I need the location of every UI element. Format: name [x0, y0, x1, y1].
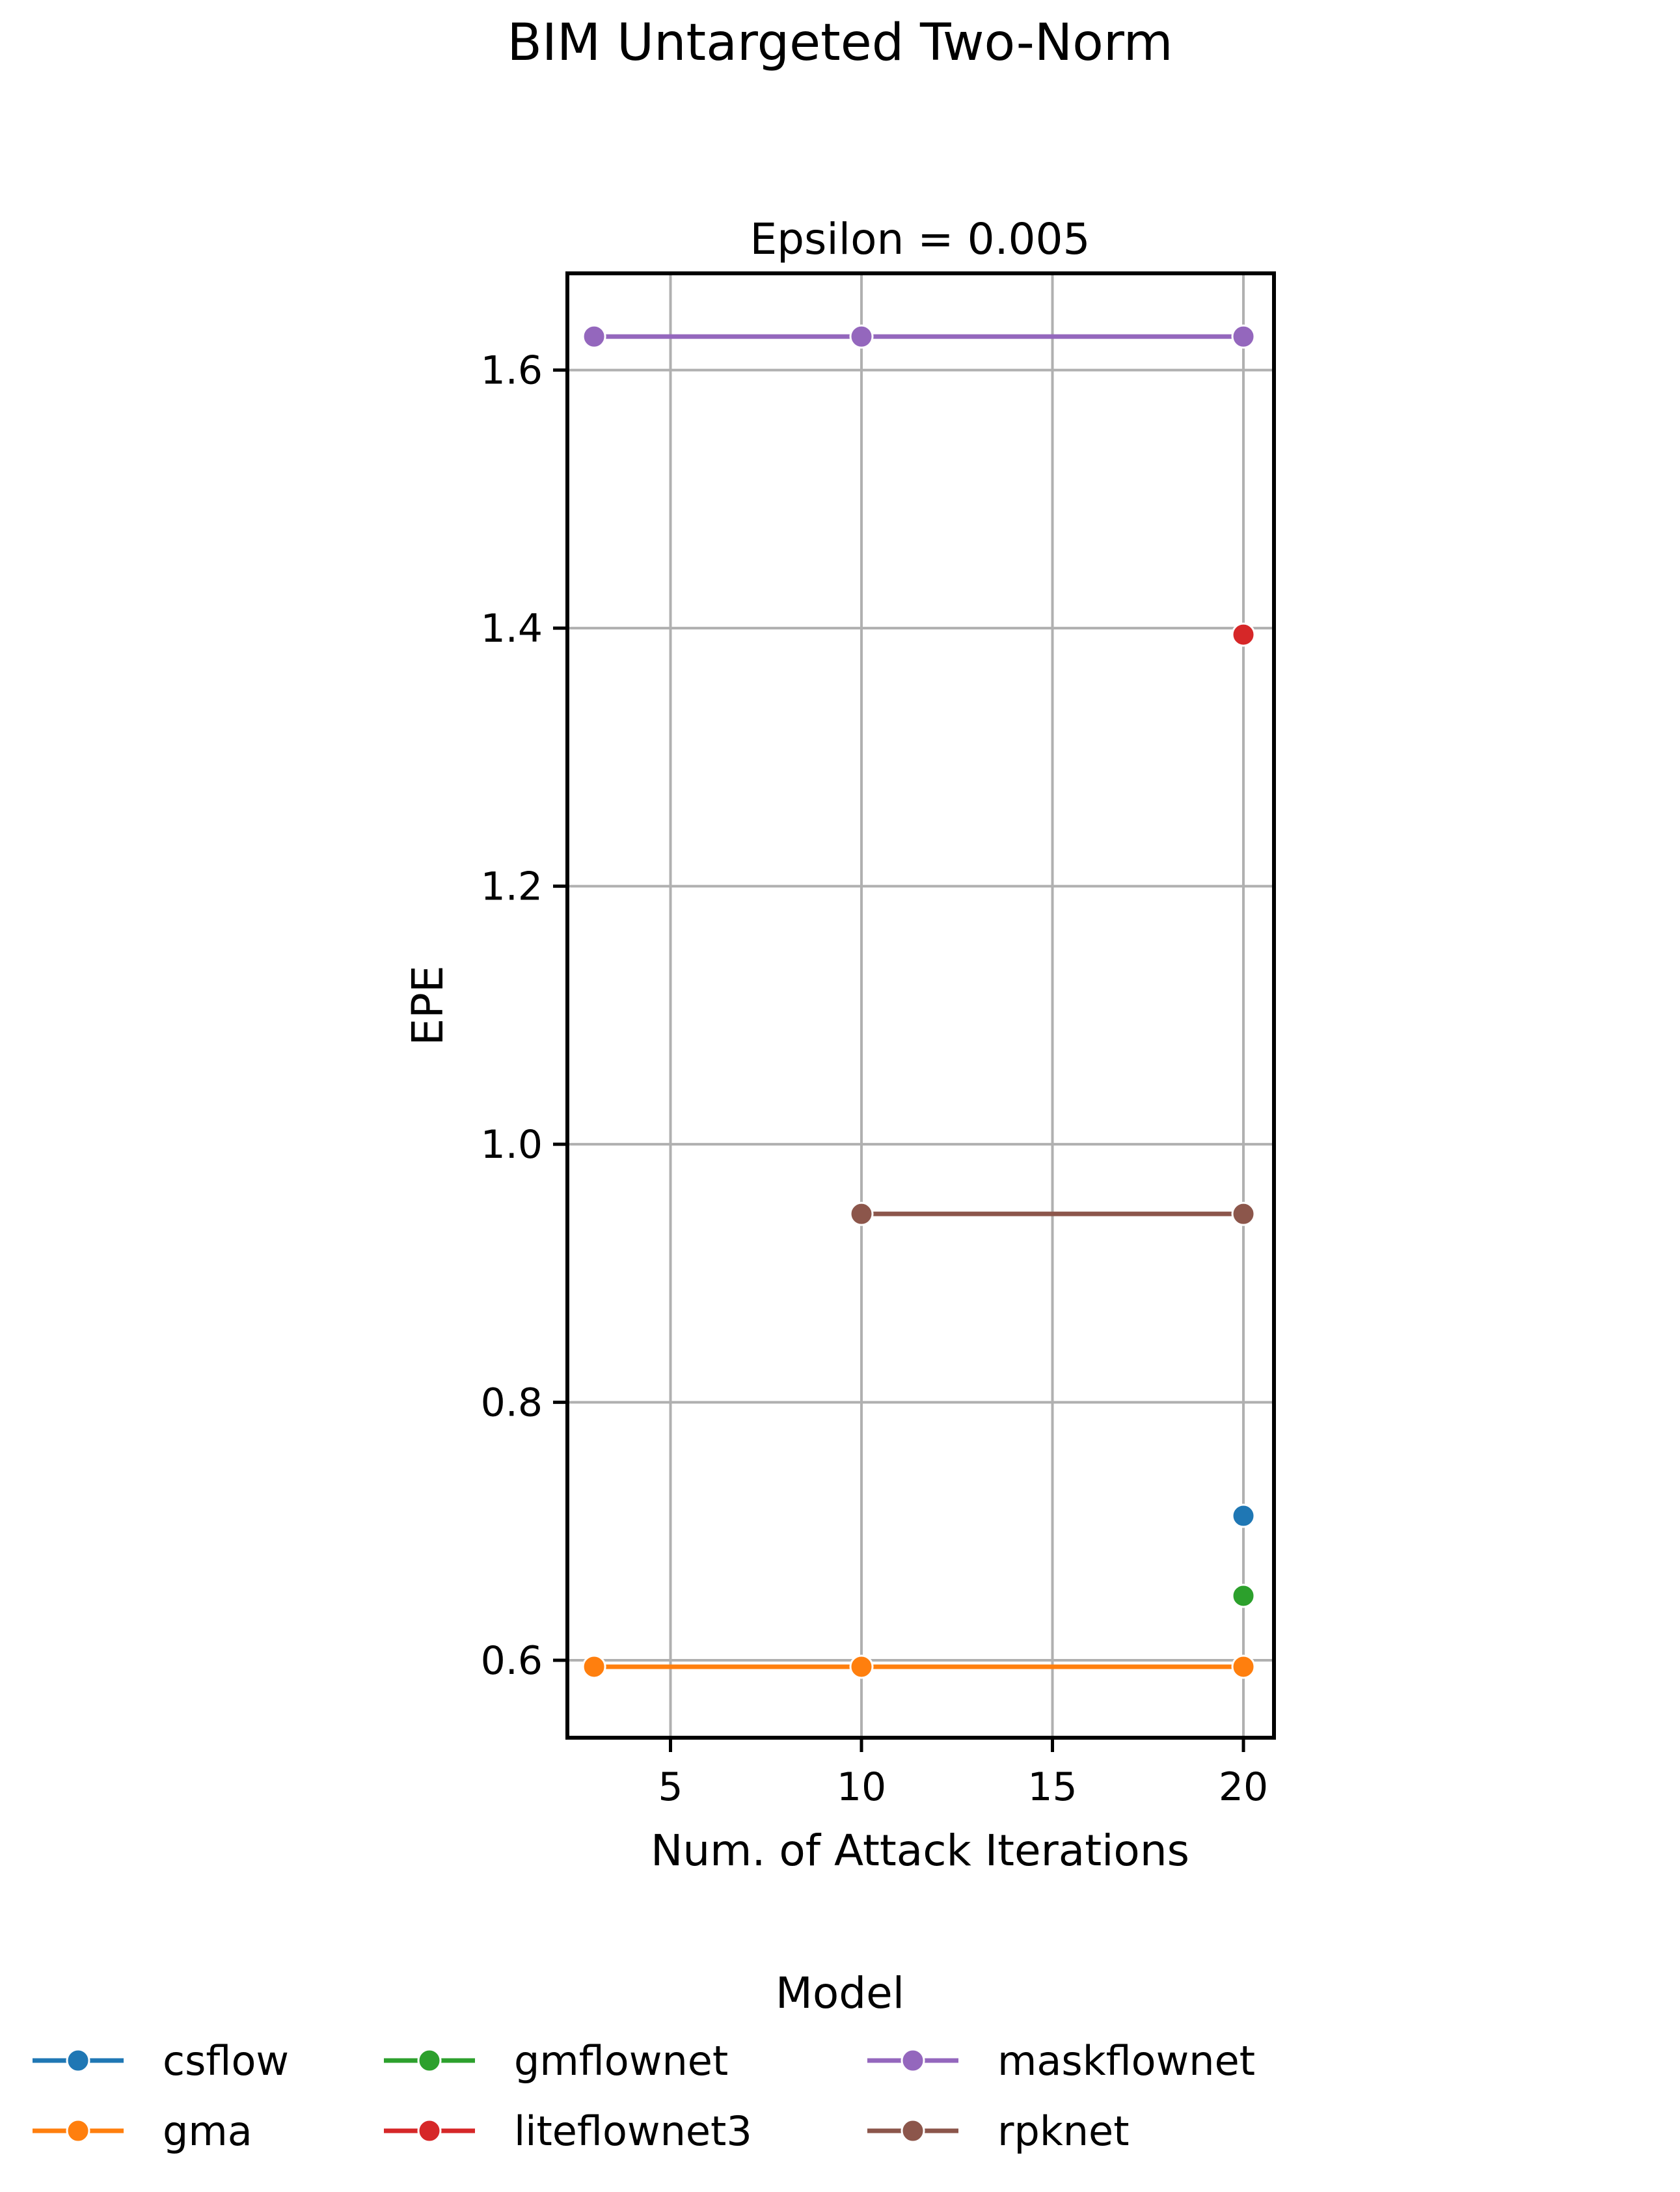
legend-label: maskflownet — [997, 2037, 1255, 2085]
legend-swatch-marker — [901, 2118, 925, 2143]
legend-item-csflow: csflow — [33, 2037, 289, 2085]
series-maskflownet — [582, 324, 1256, 349]
legend-item-maskflownet: maskflownet — [867, 2037, 1255, 2085]
series-liteflownet3 — [1231, 622, 1256, 647]
x-axis-ticks: 5 10 15 20 — [658, 1738, 1268, 1810]
legend-item-liteflownet3: liteflownet3 — [384, 2107, 752, 2155]
y-axis-ticks: 0.6 0.8 1.0 1.2 1.4 1.6 — [481, 348, 567, 1684]
y-axis-label: EPE — [403, 965, 453, 1045]
legend-swatch-marker — [66, 2048, 90, 2073]
series-gmflownet — [1231, 1583, 1256, 1608]
legend-entries: csflow gma gmflownet liteflownet3 maskflowne… — [33, 2037, 1255, 2155]
legend-swatch-marker — [417, 2118, 442, 2143]
y-tick-label: 1.0 — [481, 1122, 543, 1168]
x-tick-label: 15 — [1027, 1764, 1077, 1810]
legend-swatch-marker — [901, 2048, 925, 2073]
legend-item-gma: gma — [33, 2107, 252, 2155]
legend-label: gma — [163, 2107, 252, 2155]
plot-area: 5 10 15 20 0.6 0.8 1.0 1.2 1.4 1.6 — [481, 271, 1276, 1810]
y-tick-label: 1.6 — [481, 348, 543, 394]
x-axis-label: Num. of Attack Iterations — [651, 1826, 1189, 1876]
figure-suptitle: BIM Untargeted Two-Norm — [507, 14, 1172, 72]
legend-label: liteflownet3 — [514, 2107, 752, 2155]
y-tick-label: 1.2 — [481, 864, 543, 910]
series-csflow — [1231, 1503, 1256, 1528]
data-point-csflow — [1231, 1503, 1256, 1528]
data-point-gmflownet — [1231, 1583, 1256, 1608]
axes-frame — [565, 271, 1276, 1740]
data-point-gma — [1231, 1654, 1256, 1679]
x-tick-label: 20 — [1219, 1764, 1268, 1810]
y-tick-label: 0.6 — [481, 1638, 543, 1684]
x-tick-label: 10 — [837, 1764, 886, 1810]
grid — [567, 273, 1274, 1738]
legend-label: gmflownet — [514, 2037, 728, 2085]
data-point-maskflownet — [849, 324, 874, 349]
data-point-gma — [849, 1654, 874, 1679]
data-point-liteflownet3 — [1231, 622, 1256, 647]
legend-label: rpknet — [997, 2107, 1130, 2155]
legend-item-gmflownet: gmflownet — [384, 2037, 728, 2085]
x-tick-label: 5 — [658, 1764, 683, 1810]
legend-label: csflow — [163, 2037, 289, 2085]
series-layer — [582, 324, 1256, 1679]
legend-swatch-marker — [66, 2118, 90, 2143]
data-point-rpknet — [849, 1201, 874, 1226]
series-rpknet — [849, 1201, 1256, 1226]
data-point-maskflownet — [582, 324, 606, 349]
data-point-gma — [582, 1654, 606, 1679]
legend: Model csflow gma gmflownet liteflownet3 mask… — [33, 1968, 1255, 2155]
legend-swatch-marker — [417, 2048, 442, 2073]
series-gma — [582, 1654, 1256, 1679]
legend-item-rpknet: rpknet — [867, 2107, 1130, 2155]
y-tick-label: 1.4 — [481, 606, 543, 651]
y-tick-label: 0.8 — [481, 1380, 543, 1426]
data-point-rpknet — [1231, 1201, 1256, 1226]
legend-title: Model — [776, 1968, 904, 2018]
data-point-maskflownet — [1231, 324, 1256, 349]
chart-title: Epsilon = 0.005 — [750, 214, 1090, 264]
